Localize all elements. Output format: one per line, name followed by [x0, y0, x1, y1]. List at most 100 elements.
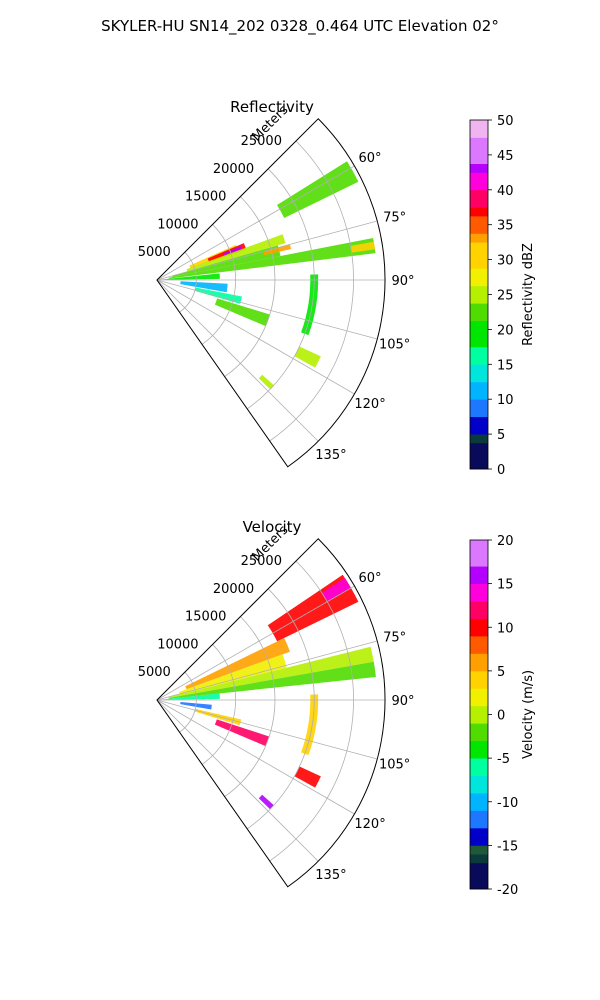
echo-cell [214, 298, 270, 327]
colorbar-segment [470, 601, 488, 611]
azimuth-tick-label: 135° [315, 868, 346, 883]
colorbar-tick-label: 40 [497, 184, 514, 199]
azimuth-gridline [156, 585, 355, 701]
echo-cell [186, 234, 286, 272]
azimuth-tick-label: 90° [391, 274, 414, 289]
colorbar-segment [470, 364, 488, 374]
azimuth-gridline [156, 165, 355, 281]
azimuth-tick-label: 120° [354, 397, 385, 412]
colorbar-segment [470, 854, 488, 864]
azimuth-gridline [156, 699, 355, 815]
colorbar-segment [470, 548, 488, 558]
colorbar-tick-label: 20 [497, 323, 514, 338]
colorbar-segment [470, 416, 488, 426]
colorbar-tick-label: 5 [497, 428, 505, 443]
colorbar-segment [470, 758, 488, 768]
colorbar-segment [470, 653, 488, 663]
colorbar-tick-label: 20 [497, 534, 514, 549]
echo-cell [180, 281, 228, 293]
echo-cell [168, 237, 376, 279]
azimuth-gridline [156, 699, 319, 862]
echo-cell [160, 693, 220, 700]
colorbar-tick-label: 10 [497, 393, 514, 408]
reflectivity-colorbar-label: Reflectivity dBZ [521, 243, 536, 346]
colorbar-segment [470, 540, 488, 550]
echo-cell [168, 661, 376, 699]
colorbar-segment [470, 618, 488, 628]
range-ring [269, 560, 354, 862]
range-ring [224, 616, 276, 797]
colorbar-segment [470, 277, 488, 287]
range-ring [269, 140, 354, 442]
range-tick-label: 25000 [241, 134, 282, 149]
colorbar-segment [470, 731, 488, 742]
figure-title: SKYLER-HU SN14_202 0328_0.464 UTC Elevat… [101, 17, 499, 36]
colorbar-tick-label: 35 [497, 219, 514, 234]
sector-frame [156, 538, 386, 888]
echo-cell [258, 794, 274, 810]
colorbar-tick-label: 15 [497, 578, 514, 593]
colorbar-segment [470, 189, 488, 199]
azimuth-tick-label: 75° [383, 630, 406, 645]
colorbar-segment [470, 137, 488, 147]
range-ring [201, 644, 236, 765]
colorbar-tick-label: 25 [497, 289, 514, 304]
colorbar-segment [470, 154, 488, 165]
colorbar-segment [470, 592, 488, 602]
colorbar-segment [470, 609, 488, 619]
range-ring [179, 251, 197, 313]
colorbar-segment [470, 268, 488, 278]
colorbar-tick-label: 0 [497, 709, 505, 724]
azimuth-gridline [156, 699, 378, 760]
colorbar-segment [470, 250, 488, 260]
colorbar-tick-label: 0 [497, 463, 505, 478]
range-tick-label: 5000 [138, 245, 171, 260]
colorbar-segment [470, 819, 488, 829]
azimuth-gridline [156, 279, 355, 395]
colorbar-segment [470, 242, 488, 252]
azimuth-tick-label: 60° [359, 151, 382, 166]
colorbar-segment [470, 810, 488, 820]
range-tick-label: 25000 [241, 554, 282, 569]
colorbar-tick-label: 15 [497, 358, 514, 373]
azimuth-gridline [156, 279, 319, 442]
range-tick-label: 10000 [157, 637, 198, 652]
colorbar-segment [470, 128, 488, 138]
colorbar-segment [470, 285, 488, 295]
colorbar-segment [470, 793, 488, 803]
velocity-panel: Velocity 60° 75° 90° 105° 120° 135° 5000 10000 1… [138, 518, 536, 898]
colorbar-segment [470, 399, 488, 409]
colorbar-segment [470, 355, 488, 365]
echo-cell [294, 766, 321, 788]
colorbar-segment [470, 434, 488, 444]
azimuth-tick-label: 90° [391, 694, 414, 709]
reflectivity-title: Reflectivity [230, 98, 314, 116]
colorbar-segment [470, 381, 488, 391]
colorbar-segment [470, 801, 488, 811]
colorbar-segment [470, 207, 488, 217]
colorbar-segment [470, 451, 488, 461]
colorbar-segment [470, 714, 488, 724]
echo-cell [350, 241, 375, 253]
colorbar-segment [470, 880, 488, 890]
colorbar-segment [470, 373, 488, 383]
velocity-grid [156, 538, 386, 888]
colorbar-segment [470, 574, 488, 585]
colorbar-tick-label: 30 [497, 254, 514, 269]
azimuth-tick-label: 60° [359, 571, 382, 586]
colorbar-segment [470, 662, 488, 672]
colorbar-segment [470, 460, 488, 470]
colorbar-segment [470, 233, 488, 243]
velocity-echoes [160, 574, 376, 810]
velocity-colorbar-label: Velocity (m/s) [521, 670, 536, 759]
colorbar-segment [470, 845, 488, 855]
colorbar-tick-label: -10 [497, 796, 518, 811]
colorbar-segment [470, 303, 488, 313]
colorbar-segment [470, 338, 488, 348]
colorbar-segment [470, 635, 488, 646]
colorbar-segment [470, 784, 488, 794]
colorbar-segment [470, 407, 488, 418]
reflectivity-panel: Reflectivity 60° 75° 90° 105° 120° 135° 5000 10… [138, 98, 536, 478]
range-tick-label: 20000 [213, 162, 254, 177]
